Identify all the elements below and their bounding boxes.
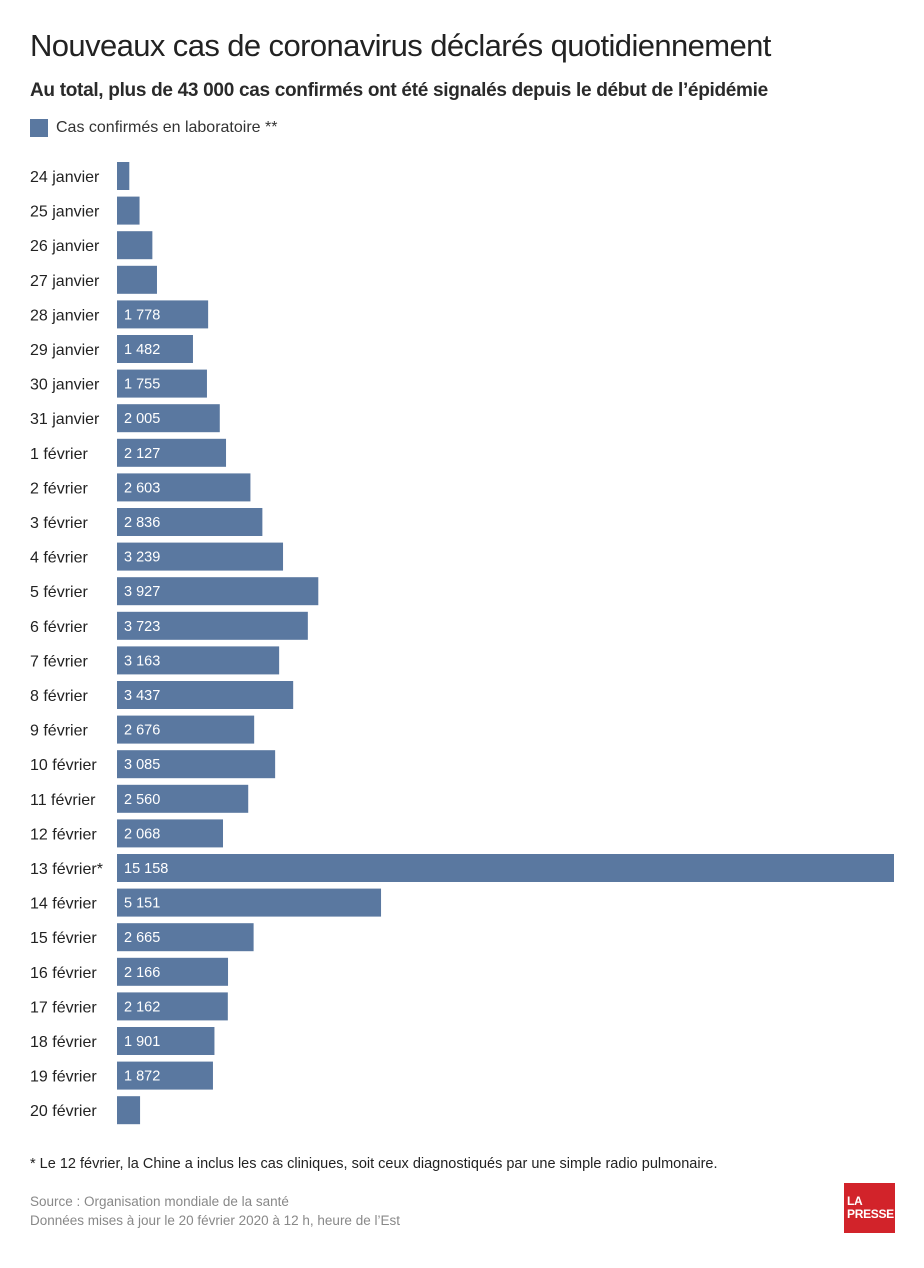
- la-presse-logo: LA PRESSE: [844, 1183, 895, 1233]
- bar: [117, 1061, 213, 1090]
- bar: [117, 1096, 141, 1125]
- category-label: 25 janvier: [30, 204, 100, 221]
- category-label: 5 février: [30, 584, 88, 601]
- bar: [117, 992, 228, 1021]
- chart-title: Nouveaux cas de coronavirus déclarés quo…: [30, 28, 771, 63]
- category-label: 26 janvier: [30, 238, 100, 255]
- bar: [117, 542, 284, 571]
- bar: [117, 577, 319, 606]
- category-label: 16 février: [30, 965, 97, 982]
- bar: [117, 888, 382, 917]
- bar-value-label: 3 085: [124, 757, 160, 773]
- bar: [117, 231, 153, 260]
- category-label: 18 février: [30, 1034, 97, 1051]
- bar: [117, 265, 157, 294]
- legend-label: Cas confirmés en laboratoire **: [56, 119, 278, 136]
- bar-value-label: 2 068: [124, 826, 160, 842]
- bar-value-label: 2 166: [124, 965, 160, 981]
- category-label: 12 février: [30, 826, 97, 843]
- bar-value-label: 15 158: [124, 861, 168, 877]
- category-label: 27 janvier: [30, 273, 100, 290]
- bar-value-label: 2 127: [124, 446, 160, 462]
- bar: [117, 473, 251, 502]
- bar-value-label: 1 778: [124, 307, 160, 323]
- bar-value-label: 2 836: [124, 515, 160, 531]
- bar: [117, 162, 130, 190]
- bar-value-label: 3 723: [124, 619, 160, 635]
- category-label: 30 janvier: [30, 377, 100, 394]
- bar: [117, 957, 229, 986]
- category-label: 19 février: [30, 1069, 97, 1086]
- bar: [117, 335, 193, 363]
- category-label: 17 février: [30, 999, 97, 1016]
- bar: [117, 508, 263, 536]
- category-label: 28 janvier: [30, 307, 100, 324]
- source-block: Source : Organisation mondiale de la san…: [30, 1192, 400, 1230]
- bar-value-label: 2 005: [124, 411, 160, 427]
- bar-value-label: 3 437: [124, 688, 160, 704]
- bar-value-label: 3 927: [124, 584, 160, 600]
- bar: [117, 784, 249, 813]
- bar: [117, 438, 227, 467]
- bar-value-label: 5 151: [124, 896, 160, 912]
- category-label: 2 février: [30, 480, 88, 497]
- category-label: 4 février: [30, 550, 88, 567]
- legend-swatch: [30, 119, 48, 137]
- category-label: 1 février: [30, 446, 88, 463]
- category-label: 14 février: [30, 896, 97, 913]
- bar-value-label: 2 560: [124, 792, 160, 808]
- bar: [117, 750, 276, 779]
- chart-subtitle: Au total, plus de 43 000 cas confirmés o…: [30, 80, 768, 101]
- bar-value-label: 2 162: [124, 999, 160, 1015]
- bar-chart: 24 janvier 25 janvier 26 janvier 27 janvier…: [30, 162, 894, 1125]
- category-label: 24 janvier: [30, 169, 100, 186]
- bar: [117, 819, 224, 848]
- category-label: 6 février: [30, 619, 88, 636]
- bar: [117, 369, 207, 398]
- bar: [117, 854, 894, 882]
- footnote: * Le 12 février, la Chine a inclus les c…: [30, 1156, 718, 1172]
- bar-value-label: 2 665: [124, 930, 160, 946]
- category-label: 11 février: [30, 792, 96, 809]
- bar: [117, 300, 209, 329]
- category-label: 7 février: [30, 653, 88, 670]
- bar: [117, 923, 254, 952]
- bar: [117, 646, 280, 675]
- category-label: 31 janvier: [30, 411, 100, 428]
- bar-value-label: 2 603: [124, 480, 160, 496]
- source-text: Source : Organisation mondiale de la san…: [30, 1194, 289, 1209]
- logo-line-1: LA: [847, 1194, 863, 1208]
- bar: [117, 715, 255, 744]
- bar: [117, 611, 308, 640]
- bar-value-label: 3 239: [124, 550, 160, 566]
- bar: [117, 681, 294, 709]
- bar-value-label: 2 676: [124, 723, 160, 739]
- bar-value-label: 1 755: [124, 377, 160, 393]
- updated-text: Données mises à jour le 20 février 2020 …: [30, 1213, 400, 1228]
- logo-line-2: PRESSE: [847, 1207, 894, 1221]
- bar: [117, 196, 140, 225]
- bar-value-label: 3 163: [124, 653, 160, 669]
- bar-value-label: 1 901: [124, 1034, 160, 1050]
- category-label: 13 février*: [30, 861, 103, 878]
- category-label: 9 février: [30, 723, 88, 740]
- category-label: 10 février: [30, 757, 97, 774]
- category-label: 29 janvier: [30, 342, 100, 359]
- category-label: 3 février: [30, 515, 88, 532]
- bar: [117, 1027, 215, 1055]
- bar-value-label: 1 482: [124, 342, 160, 358]
- bar: [117, 404, 220, 433]
- category-label: 15 février: [30, 930, 97, 947]
- category-label: 20 février: [30, 1103, 97, 1120]
- category-label: 8 février: [30, 688, 88, 705]
- bar-value-label: 1 872: [124, 1069, 160, 1085]
- legend: Cas confirmés en laboratoire **: [30, 119, 277, 137]
